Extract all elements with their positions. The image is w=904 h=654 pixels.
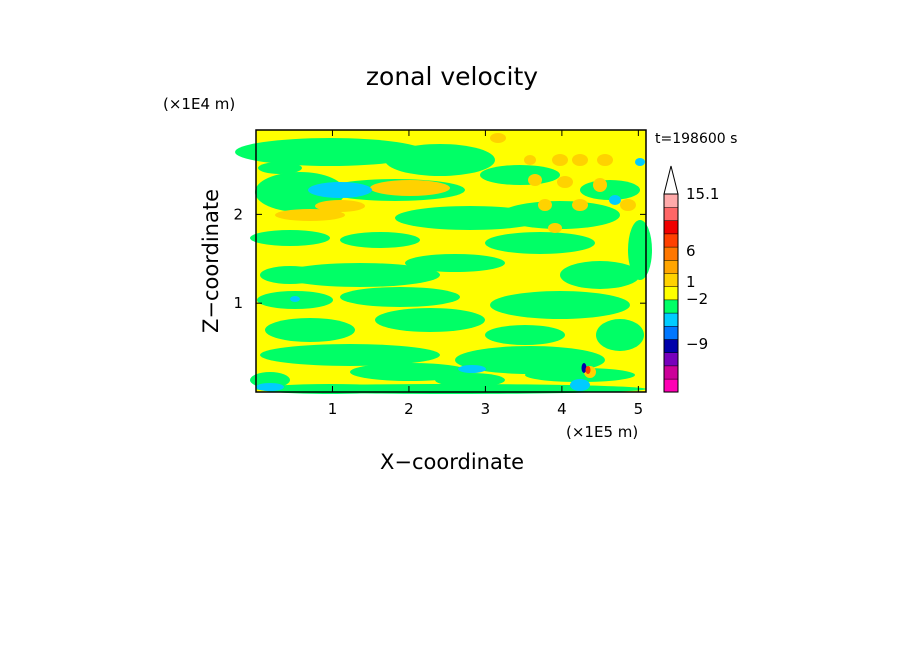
contour-region bbox=[458, 365, 486, 373]
colorbar-segment bbox=[663, 378, 679, 393]
y-tick-label: 1 bbox=[233, 294, 243, 312]
colorbar-label: −9 bbox=[686, 335, 708, 353]
contour-region bbox=[597, 154, 613, 166]
x-axis: 1 2 3 4 5 bbox=[328, 130, 643, 418]
colorbar-segment bbox=[663, 365, 679, 380]
x-tick-label: 5 bbox=[634, 400, 644, 418]
colorbar-segment bbox=[663, 220, 679, 235]
x-axis-label: X−coordinate bbox=[380, 450, 524, 474]
contour-region bbox=[256, 383, 284, 391]
contour-region bbox=[552, 154, 568, 166]
contour-region bbox=[620, 199, 636, 211]
contour-region bbox=[596, 319, 644, 351]
x-unit-label: (×1E5 m) bbox=[566, 423, 638, 441]
contour-region bbox=[581, 363, 587, 373]
x-tick-label: 2 bbox=[404, 400, 414, 418]
contour-region bbox=[490, 291, 630, 319]
contour-region bbox=[593, 178, 607, 192]
contour-region bbox=[485, 325, 565, 345]
contour-region bbox=[548, 223, 562, 233]
contour-region bbox=[525, 368, 635, 382]
contour-region bbox=[275, 209, 345, 221]
plot-frame bbox=[255, 129, 647, 393]
colorbar-label: 15.1 bbox=[686, 185, 719, 203]
contour-region bbox=[572, 154, 588, 166]
contour-region bbox=[260, 344, 440, 366]
contour-region bbox=[485, 232, 595, 254]
colorbar-segment bbox=[663, 259, 679, 274]
colorbar-segment bbox=[663, 338, 679, 353]
contour-region bbox=[538, 199, 552, 211]
contour-region bbox=[405, 254, 505, 272]
contour-region bbox=[570, 379, 590, 391]
contour-region bbox=[628, 220, 652, 280]
contour-region bbox=[435, 373, 505, 387]
colorbar-segment bbox=[663, 352, 679, 367]
contour-region bbox=[609, 195, 621, 205]
contour-region bbox=[500, 201, 620, 229]
y-unit-label: (×1E4 m) bbox=[163, 95, 235, 113]
colorbar-label: 1 bbox=[686, 273, 696, 291]
x-tick-label: 4 bbox=[557, 400, 567, 418]
contour-region bbox=[385, 144, 495, 176]
y-axis-label: Z−coordinate bbox=[199, 189, 223, 333]
colorbar-segment bbox=[663, 325, 679, 340]
contour-region bbox=[572, 199, 588, 211]
colorbar-extend-arrow bbox=[663, 165, 679, 195]
contour-region bbox=[580, 180, 640, 200]
y-tick-label: 2 bbox=[233, 205, 243, 223]
contour-region bbox=[490, 133, 506, 143]
contour-region bbox=[524, 155, 536, 165]
contour-region bbox=[258, 162, 302, 174]
colorbar-segment bbox=[663, 286, 679, 301]
contour-region bbox=[290, 296, 300, 302]
contour-region bbox=[585, 366, 591, 374]
contour-region bbox=[308, 182, 372, 198]
colorbar-frame bbox=[663, 193, 679, 393]
contour-region bbox=[375, 308, 485, 332]
contour-region bbox=[280, 263, 440, 287]
contour-region bbox=[250, 372, 290, 388]
contour-region bbox=[315, 200, 365, 212]
x-tick-label: 1 bbox=[328, 400, 338, 418]
x-tick-label: 3 bbox=[481, 400, 491, 418]
colorbar-segment bbox=[663, 193, 679, 208]
y-axis: 12 bbox=[233, 205, 646, 312]
contour-region bbox=[557, 176, 573, 188]
colorbar-segment bbox=[663, 272, 679, 287]
colorbar-segment bbox=[663, 312, 679, 327]
contour-region bbox=[235, 138, 425, 166]
time-label: t=198600 s bbox=[655, 131, 737, 147]
colorbar-label: −2 bbox=[686, 290, 708, 308]
contour-region bbox=[528, 174, 542, 186]
chart-title: zonal velocity bbox=[366, 62, 538, 91]
contour-region bbox=[455, 346, 605, 374]
colorbar-segment bbox=[663, 233, 679, 248]
colorbar-segment bbox=[663, 246, 679, 261]
contour-region bbox=[250, 230, 330, 246]
contour-region bbox=[370, 180, 450, 196]
colorbar-segment bbox=[663, 206, 679, 221]
plot-area bbox=[235, 129, 652, 394]
contour-region bbox=[265, 318, 355, 342]
colorbar-segment bbox=[663, 299, 679, 314]
contour-region bbox=[340, 287, 460, 307]
colorbar-label: 6 bbox=[686, 242, 696, 260]
colorbar: 15.1 6 1−2 −9 bbox=[663, 165, 719, 393]
contour-field bbox=[235, 133, 652, 394]
contour-region bbox=[340, 232, 420, 248]
contour-region bbox=[560, 261, 640, 289]
contour-region bbox=[635, 158, 645, 166]
contour-region bbox=[480, 165, 560, 185]
